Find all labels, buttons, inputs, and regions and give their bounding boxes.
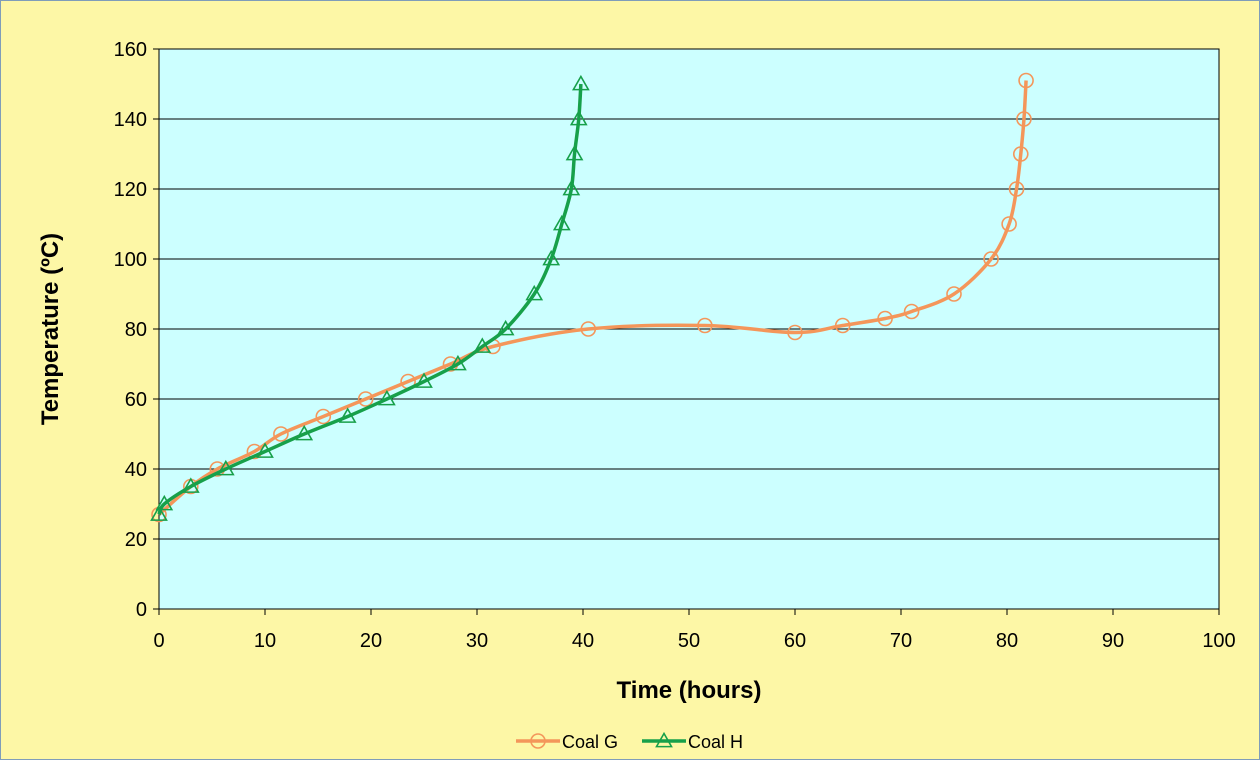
legend-marker-coal-h: [655, 731, 673, 748]
series-line-coal-g: [157, 80, 1028, 516]
data-point-coal-g: [983, 251, 999, 267]
legend-item-coal-g: Coal G: [516, 732, 618, 752]
data-point-coal-h: [449, 354, 467, 371]
data-point-coal-h: [295, 424, 314, 441]
data-point-coal-h: [155, 494, 174, 511]
data-point-coal-h: [216, 459, 235, 476]
data-point-coal-g: [273, 426, 289, 442]
data-point-coal-h: [378, 389, 396, 406]
data-point-coal-g: [580, 321, 597, 337]
x-tick-label: 70: [890, 630, 912, 652]
x-tick-label: 80: [996, 630, 1018, 652]
data-point-coal-g: [787, 324, 803, 341]
x-tick-label: 50: [678, 630, 700, 652]
data-point-coal-h: [565, 144, 584, 161]
data-point-coal-g: [697, 317, 713, 334]
x-tick-label: 100: [1202, 630, 1235, 652]
legend-marker-coal-g: [530, 733, 546, 749]
series-line-coal-h: [157, 83, 583, 516]
y-tick-label: 20: [125, 529, 147, 551]
x-tick-label: 10: [254, 630, 276, 652]
data-point-coal-g: [357, 391, 374, 407]
data-point-coal-h: [415, 372, 433, 388]
gridlines: [159, 118, 1219, 540]
data-point-coal-h: [150, 505, 168, 521]
x-axis-title: Time (hours): [617, 677, 762, 704]
data-point-coal-g: [946, 286, 962, 302]
data-point-coal-g: [315, 408, 332, 425]
data-point-coal-g: [1016, 111, 1032, 127]
x-tick-label: 60: [784, 630, 806, 652]
data-point-coal-g: [1018, 72, 1034, 89]
x-tick-label: 30: [466, 630, 488, 652]
y-tick-label: 100: [114, 249, 147, 271]
x-tick-label: 0: [153, 630, 164, 652]
series-coal-h: [150, 74, 590, 521]
y-tick-label: 80: [125, 319, 147, 341]
legend: Coal G Coal H: [516, 731, 743, 752]
data-point-coal-h: [569, 109, 588, 126]
axes: 0 20 40 60 80 100 120 140 160 0 10 20 30 40 50 60 70 80 90…: [114, 39, 1236, 652]
data-point-coal-h: [525, 284, 544, 301]
legend-label-coal-h: Coal H: [688, 732, 743, 752]
series-layer: [150, 72, 1034, 523]
x-tick-label: 20: [360, 630, 382, 652]
data-point-coal-g: [1012, 146, 1029, 162]
data-point-coal-h: [473, 337, 492, 353]
legend-label-coal-g: Coal G: [562, 732, 618, 752]
data-point-coal-h: [552, 214, 571, 231]
y-tick-label: 40: [125, 459, 147, 481]
data-point-coal-g: [903, 303, 920, 320]
data-point-coal-h: [562, 179, 581, 196]
legend-item-coal-h: Coal H: [642, 731, 743, 752]
data-point-coal-g: [1001, 216, 1017, 232]
y-tick-label: 140: [114, 109, 147, 131]
data-point-coal-g: [1008, 181, 1025, 197]
data-point-coal-g: [877, 310, 893, 327]
y-tick-label: 60: [125, 389, 147, 411]
y-tick-label: 0: [136, 599, 147, 621]
series-coal-g: [151, 72, 1034, 523]
data-point-coal-h: [256, 442, 274, 458]
y-axis-title: Temperature (ºC): [37, 233, 64, 425]
x-tick-label: 40: [572, 630, 594, 652]
y-tick-label: 120: [114, 179, 147, 201]
data-point-coal-g: [834, 317, 851, 334]
data-point-coal-h: [496, 319, 515, 336]
data-point-coal-h: [181, 477, 200, 493]
x-tick-label: 90: [1102, 630, 1124, 652]
data-point-coal-h: [542, 249, 561, 266]
y-tick-label: 160: [114, 39, 147, 61]
data-point-coal-h: [572, 74, 590, 91]
data-point-coal-h: [338, 407, 357, 423]
